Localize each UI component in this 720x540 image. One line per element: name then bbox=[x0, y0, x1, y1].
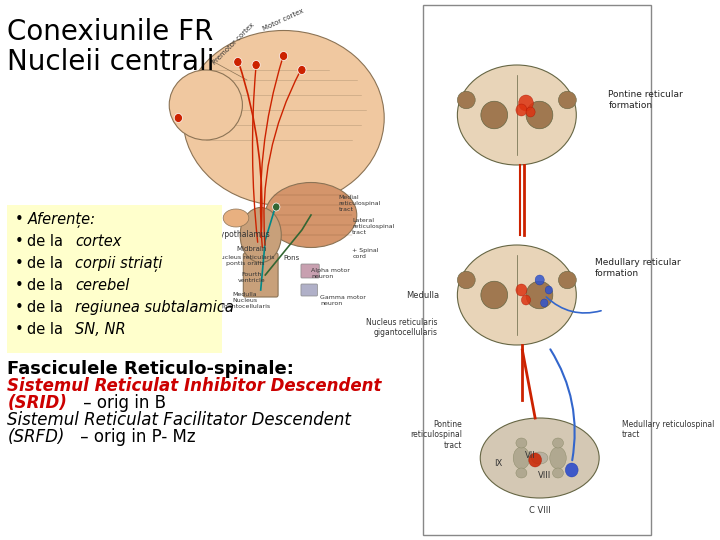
Text: cerebel: cerebel bbox=[76, 278, 130, 293]
Ellipse shape bbox=[457, 271, 475, 289]
Text: de la: de la bbox=[27, 300, 68, 315]
Circle shape bbox=[526, 107, 535, 117]
Circle shape bbox=[545, 286, 552, 294]
Text: – orig in P- Mz: – orig in P- Mz bbox=[75, 428, 196, 446]
Circle shape bbox=[521, 295, 531, 305]
Circle shape bbox=[279, 51, 288, 60]
Text: VII: VII bbox=[525, 451, 536, 461]
Text: (SRFD): (SRFD) bbox=[7, 428, 65, 446]
Text: de la: de la bbox=[27, 322, 68, 337]
Text: •: • bbox=[14, 300, 23, 315]
Text: cortex: cortex bbox=[76, 234, 122, 249]
Text: Medial
reticulospinal
tract: Medial reticulospinal tract bbox=[338, 195, 381, 212]
Ellipse shape bbox=[552, 468, 564, 478]
Text: •: • bbox=[14, 234, 23, 249]
Circle shape bbox=[298, 65, 306, 75]
Text: de la: de la bbox=[27, 278, 68, 293]
Text: Alpha motor
neuron: Alpha motor neuron bbox=[311, 268, 350, 279]
Ellipse shape bbox=[531, 452, 548, 464]
Text: Nucleii centrali: Nucleii centrali bbox=[7, 48, 215, 76]
Text: •: • bbox=[14, 278, 23, 293]
Text: •: • bbox=[14, 322, 23, 337]
FancyBboxPatch shape bbox=[7, 205, 222, 353]
Ellipse shape bbox=[559, 91, 576, 109]
Text: corpii striați: corpii striați bbox=[76, 256, 163, 272]
Ellipse shape bbox=[513, 447, 530, 469]
Ellipse shape bbox=[481, 281, 508, 309]
Circle shape bbox=[541, 299, 548, 307]
Text: Sistemul Reticulat Inhibitor Descendent: Sistemul Reticulat Inhibitor Descendent bbox=[7, 377, 382, 395]
Text: Conexiunile FR: Conexiunile FR bbox=[7, 18, 214, 46]
Text: Lateral
reticulospinal
tract: Lateral reticulospinal tract bbox=[352, 218, 395, 234]
Circle shape bbox=[516, 284, 527, 296]
Text: Pontine
reticulospinal
tract: Pontine reticulospinal tract bbox=[410, 420, 462, 450]
Ellipse shape bbox=[481, 102, 508, 129]
Circle shape bbox=[528, 453, 541, 467]
Text: Premotor cortex: Premotor cortex bbox=[211, 22, 255, 66]
Text: Pontine reticular
formation: Pontine reticular formation bbox=[608, 90, 683, 110]
Circle shape bbox=[252, 60, 260, 70]
Ellipse shape bbox=[552, 438, 564, 448]
Ellipse shape bbox=[457, 245, 576, 345]
Ellipse shape bbox=[526, 281, 553, 309]
Text: Fasciculele Reticulo-spinale:: Fasciculele Reticulo-spinale: bbox=[7, 360, 294, 378]
Text: Hypothalamus: Hypothalamus bbox=[215, 230, 270, 239]
FancyBboxPatch shape bbox=[301, 284, 318, 296]
Circle shape bbox=[516, 104, 527, 116]
FancyBboxPatch shape bbox=[423, 5, 652, 535]
Text: VIII: VIII bbox=[538, 471, 551, 481]
Text: + Spinal
cord: + Spinal cord bbox=[352, 248, 379, 259]
Text: SN, NR: SN, NR bbox=[76, 322, 126, 337]
Text: Aferențe:: Aferențe: bbox=[27, 212, 96, 228]
Circle shape bbox=[518, 95, 534, 111]
Text: (SRID): (SRID) bbox=[7, 394, 67, 412]
Text: IX: IX bbox=[495, 458, 503, 468]
Ellipse shape bbox=[559, 271, 576, 289]
Ellipse shape bbox=[516, 468, 527, 478]
Text: Gamma motor
neuron: Gamma motor neuron bbox=[320, 295, 366, 306]
Text: Medullary reticulospinal
tract: Medullary reticulospinal tract bbox=[622, 420, 714, 440]
Text: Sistemul Reticulat Facilitator Descendent: Sistemul Reticulat Facilitator Descenden… bbox=[7, 411, 351, 429]
Text: C VIII: C VIII bbox=[528, 506, 551, 515]
Text: Medulla: Medulla bbox=[406, 291, 439, 300]
Ellipse shape bbox=[457, 65, 576, 165]
Ellipse shape bbox=[183, 30, 384, 206]
Ellipse shape bbox=[457, 91, 475, 109]
Text: •: • bbox=[14, 256, 23, 271]
Text: regiunea subtalamica: regiunea subtalamica bbox=[76, 300, 234, 315]
Circle shape bbox=[174, 113, 182, 123]
Text: de la: de la bbox=[27, 234, 68, 249]
Text: Midbrain: Midbrain bbox=[236, 246, 266, 252]
Ellipse shape bbox=[550, 447, 566, 469]
Text: Pons: Pons bbox=[284, 255, 300, 261]
Text: Medullary reticular
formation: Medullary reticular formation bbox=[595, 258, 680, 278]
Ellipse shape bbox=[526, 102, 553, 129]
Text: Medulla
Nucleus
gigantocellularis: Medulla Nucleus gigantocellularis bbox=[219, 292, 271, 308]
FancyBboxPatch shape bbox=[243, 253, 278, 297]
Ellipse shape bbox=[169, 70, 243, 140]
Text: – orig in B: – orig in B bbox=[78, 394, 166, 412]
Circle shape bbox=[234, 57, 242, 66]
Circle shape bbox=[565, 463, 578, 477]
Ellipse shape bbox=[480, 418, 599, 498]
Text: Motor cortex: Motor cortex bbox=[262, 8, 305, 32]
Text: •: • bbox=[14, 212, 23, 227]
Text: Nucleus reticularis
pontis oralis: Nucleus reticularis pontis oralis bbox=[216, 255, 274, 266]
Ellipse shape bbox=[516, 438, 527, 448]
Circle shape bbox=[535, 275, 544, 285]
FancyBboxPatch shape bbox=[301, 264, 319, 278]
Circle shape bbox=[273, 203, 280, 211]
Ellipse shape bbox=[240, 207, 282, 262]
Ellipse shape bbox=[265, 183, 356, 247]
Ellipse shape bbox=[223, 209, 249, 227]
Text: Nucleus reticularis
gigantocellularis: Nucleus reticularis gigantocellularis bbox=[366, 318, 437, 338]
Text: de la: de la bbox=[27, 256, 68, 271]
Text: Fourth
ventricle: Fourth ventricle bbox=[238, 272, 266, 283]
